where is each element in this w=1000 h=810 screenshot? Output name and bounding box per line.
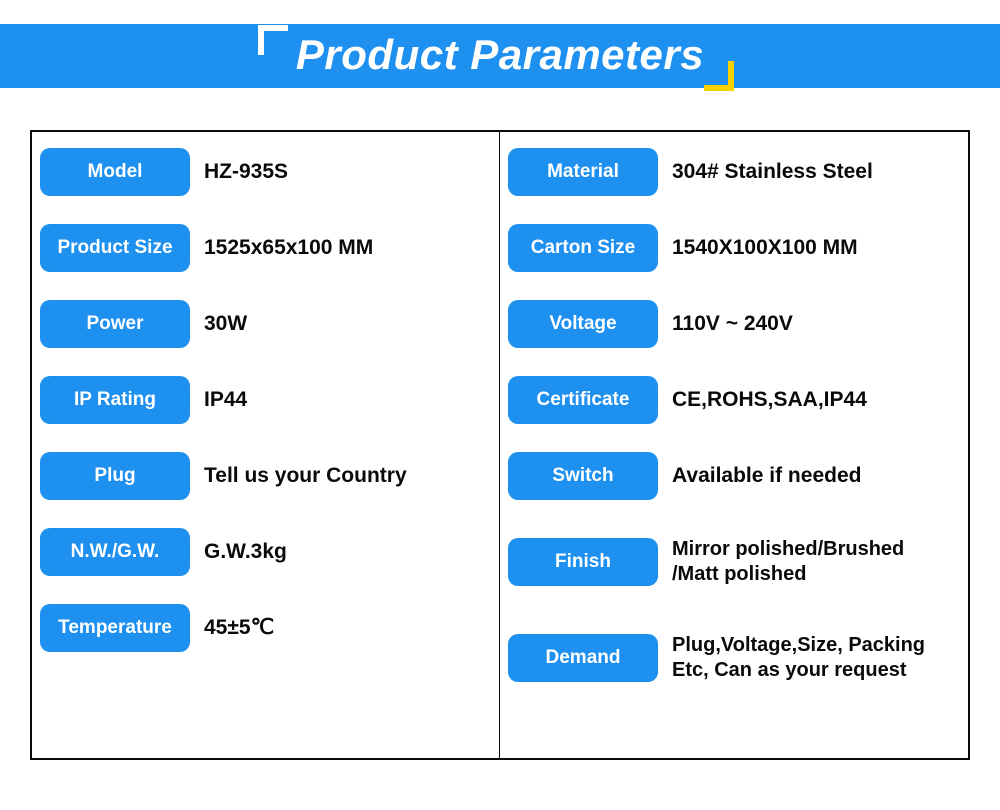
param-row-left-3: IP Rating IP44	[40, 370, 491, 430]
param-value: IP44	[204, 387, 491, 413]
param-label: Temperature	[40, 604, 190, 652]
param-row-left-2: Power 30W	[40, 294, 491, 354]
param-value: Mirror polished/Brushed /Matt polished	[672, 537, 960, 587]
param-row-left-1: Product Size 1525x65x100 MM	[40, 218, 491, 278]
param-value: 45±5℃	[204, 615, 491, 641]
param-value: CE,ROHS,SAA,IP44	[672, 387, 960, 413]
param-label: Certificate	[508, 376, 658, 424]
param-label: Voltage	[508, 300, 658, 348]
param-value: 110V ~ 240V	[672, 311, 960, 337]
param-value: 304# Stainless Steel	[672, 159, 960, 185]
param-row-left-6: Temperature 45±5℃	[40, 598, 491, 658]
param-label: Material	[508, 148, 658, 196]
param-row-right-4: Switch Available if needed	[508, 446, 960, 506]
param-row-right-5: Finish Mirror polished/Brushed /Matt poli…	[508, 522, 960, 602]
param-label: Demand	[508, 634, 658, 682]
param-row-right-6: Demand Plug,Voltage,Size, Packing Etc, Ca…	[508, 618, 960, 698]
param-value: HZ-935S	[204, 159, 491, 185]
param-value: Tell us your Country	[204, 463, 491, 489]
param-value: 1525x65x100 MM	[204, 235, 491, 261]
param-row-right-1: Carton Size 1540X100X100 MM	[508, 218, 960, 278]
param-label: Finish	[508, 538, 658, 586]
param-label: Carton Size	[508, 224, 658, 272]
param-label: N.W./G.W.	[40, 528, 190, 576]
param-label: Plug	[40, 452, 190, 500]
parameters-column-left: Model HZ-935S Product Size 1525x65x100 MM Po…	[32, 132, 500, 758]
bracket-bottom-right-icon	[704, 61, 734, 91]
param-label: Power	[40, 300, 190, 348]
param-label: Product Size	[40, 224, 190, 272]
param-row-right-0: Material 304# Stainless Steel	[508, 142, 960, 202]
param-row-left-0: Model HZ-935S	[40, 142, 491, 202]
param-label: Model	[40, 148, 190, 196]
bracket-top-left-icon	[258, 25, 288, 55]
parameters-panel: Model HZ-935S Product Size 1525x65x100 MM Po…	[30, 130, 970, 760]
parameters-column-right: Material 304# Stainless Steel Carton Size 1…	[500, 132, 968, 758]
param-label: Switch	[508, 452, 658, 500]
page-title: Product Parameters	[288, 31, 712, 78]
param-value: 1540X100X100 MM	[672, 235, 960, 261]
param-row-right-3: Certificate CE,ROHS,SAA,IP44	[508, 370, 960, 430]
title-wrap: Product Parameters	[288, 31, 712, 79]
param-label: IP Rating	[40, 376, 190, 424]
param-value: G.W.3kg	[204, 539, 491, 565]
header-banner: Product Parameters	[0, 10, 1000, 100]
param-value: Available if needed	[672, 463, 960, 489]
param-row-left-5: N.W./G.W. G.W.3kg	[40, 522, 491, 582]
param-value: Plug,Voltage,Size, Packing Etc, Can as y…	[672, 633, 960, 683]
param-value: 30W	[204, 311, 491, 337]
param-row-right-2: Voltage 110V ~ 240V	[508, 294, 960, 354]
param-row-left-4: Plug Tell us your Country	[40, 446, 491, 506]
